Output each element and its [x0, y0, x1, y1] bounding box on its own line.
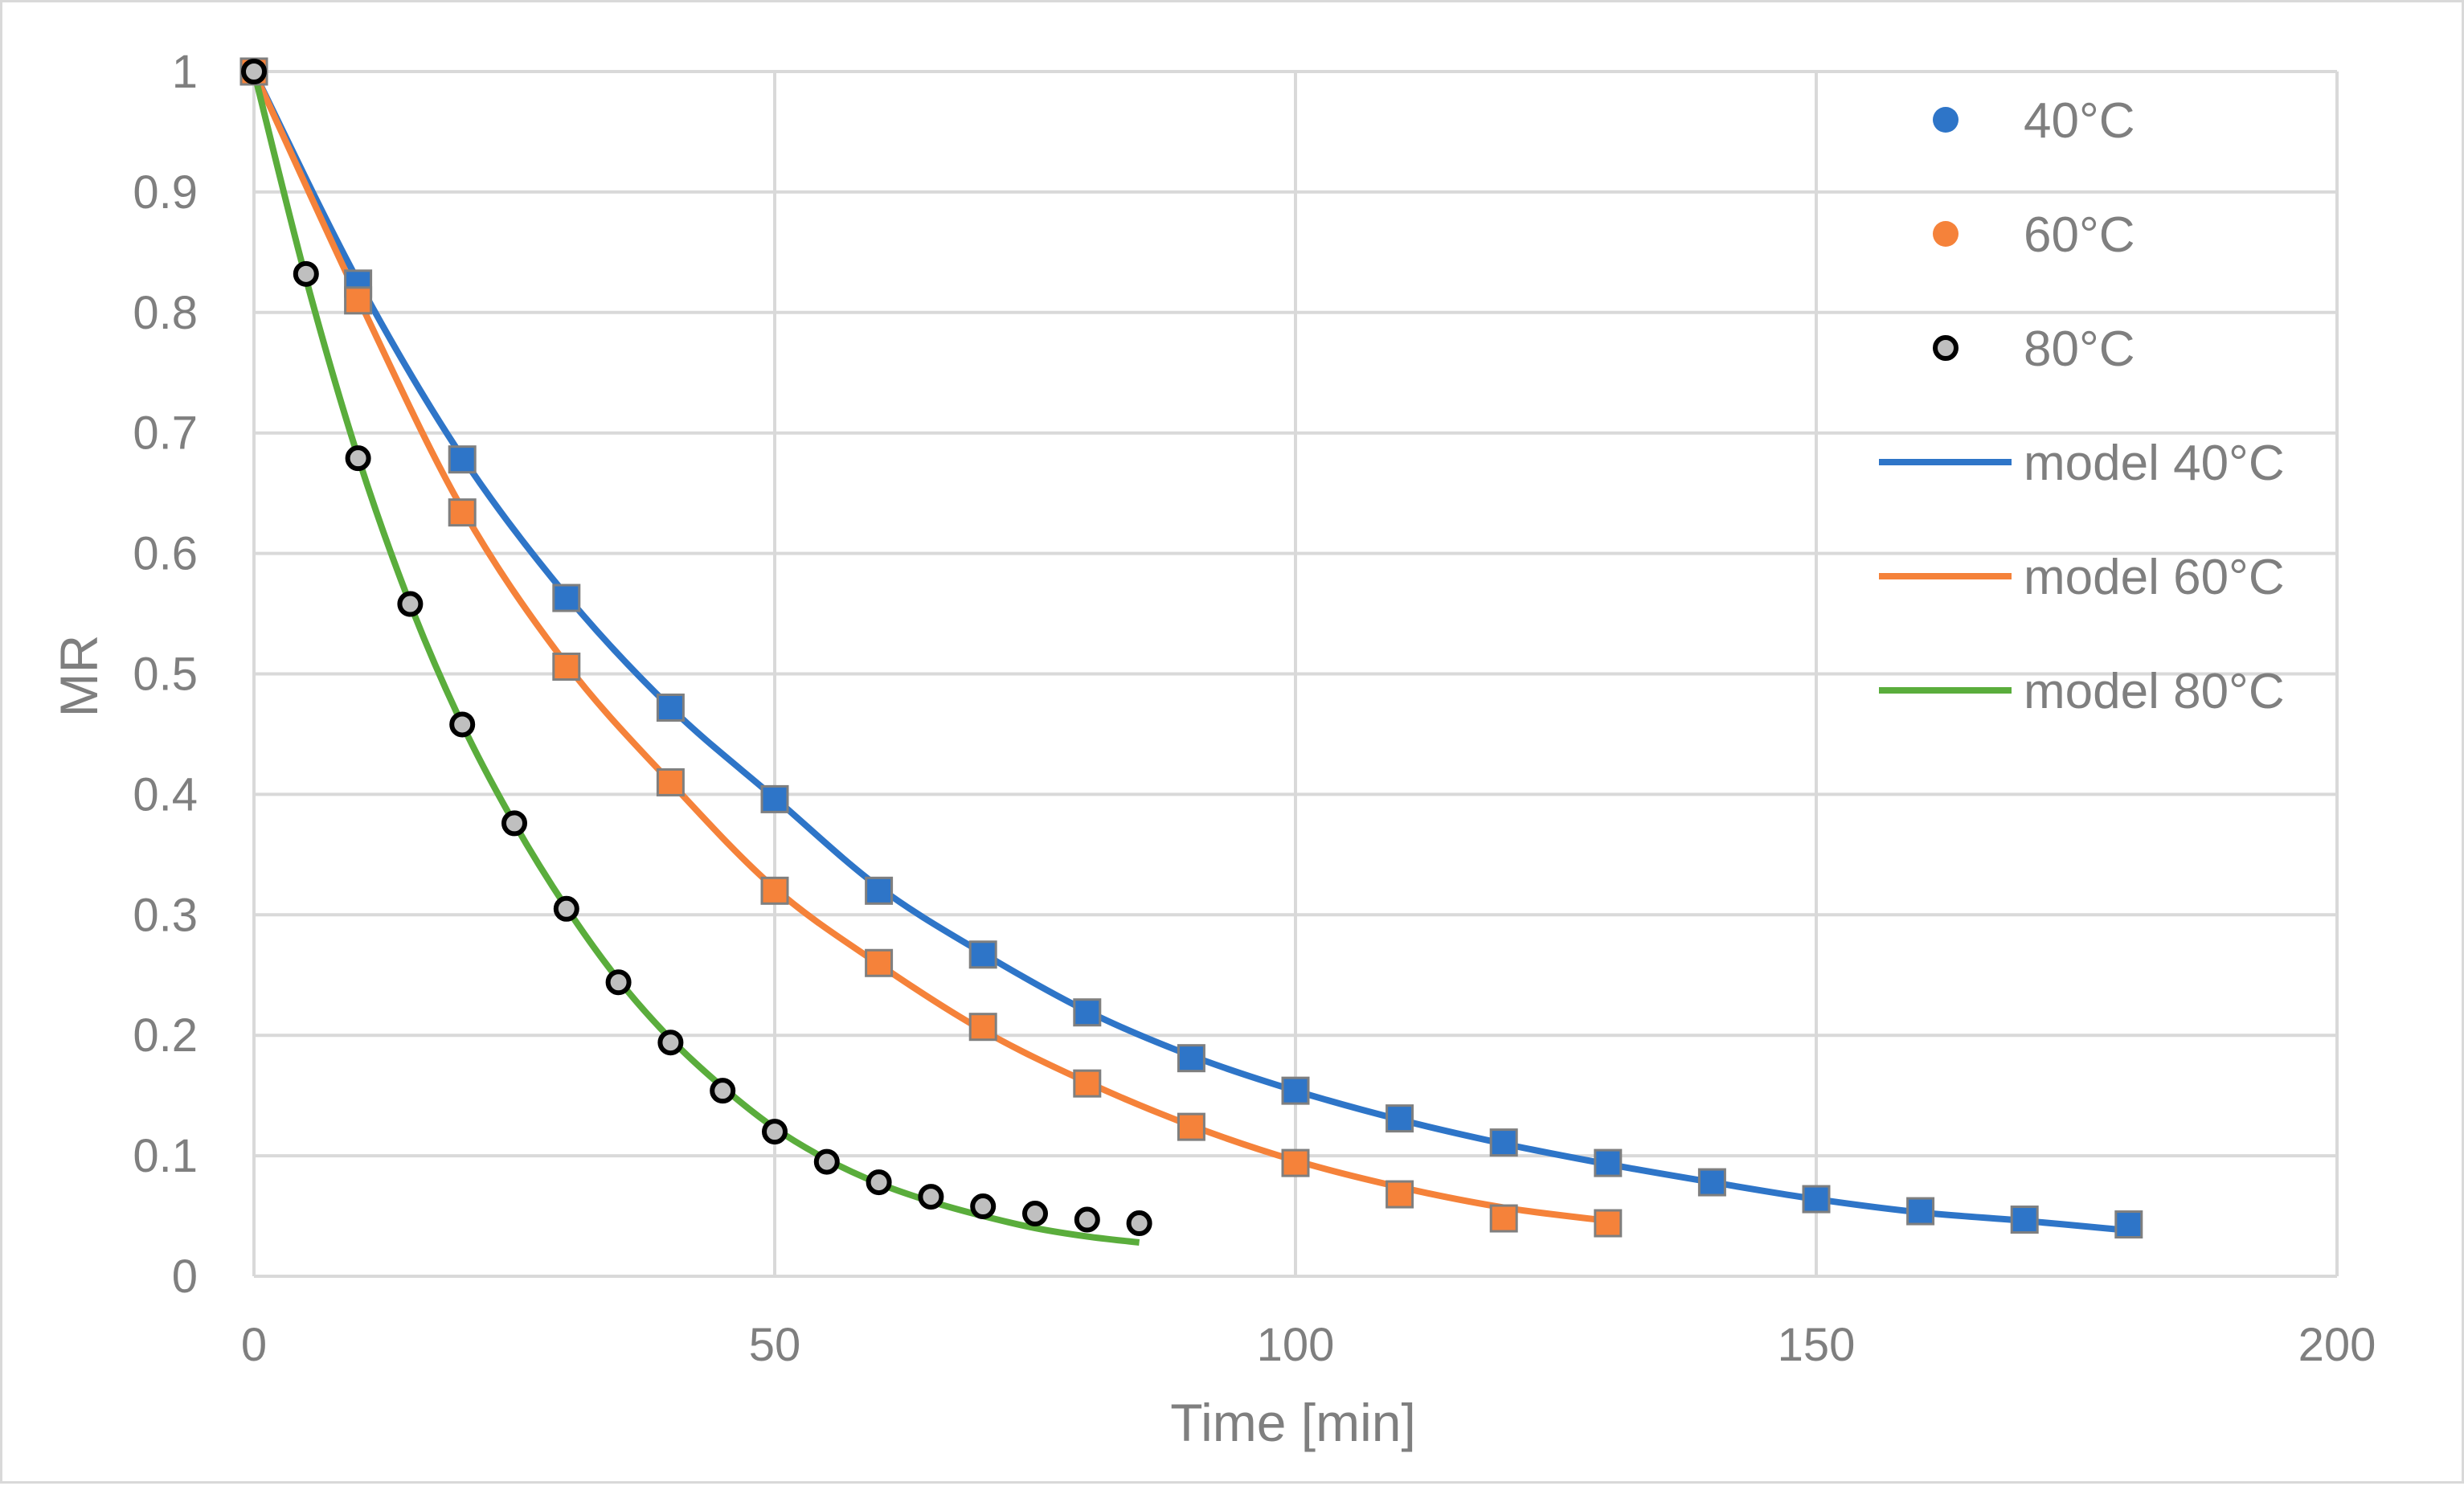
- legend-label-80c: 80°C: [2024, 321, 2135, 377]
- legend-label-60c: 60°C: [2024, 207, 2135, 263]
- data-point-80c: [1074, 1206, 1100, 1233]
- y-tick-label: 0.7: [133, 407, 198, 460]
- data-point-40c: [656, 693, 685, 722]
- y-tick-label: 1: [172, 46, 198, 98]
- data-point-60c: [448, 498, 477, 527]
- data-points: [239, 57, 2143, 1239]
- data-point-60c: [1594, 1209, 1623, 1238]
- data-point-40c: [1802, 1185, 1831, 1214]
- x-tick-label: 150: [1778, 1319, 1856, 1371]
- data-point-80c: [397, 591, 424, 617]
- y-axis-ticks: 0 0.1 0.2 0.3 0.4 0.5 0.6 0.7 0.8 0.9 1: [133, 46, 198, 1303]
- data-point-40c: [968, 940, 997, 969]
- data-point-40c: [1697, 1168, 1726, 1197]
- data-point-40c: [1385, 1104, 1414, 1133]
- y-axis-title: MR: [49, 635, 108, 718]
- data-point-80c: [918, 1184, 944, 1210]
- data-point-60c: [760, 876, 789, 905]
- legend-label-40c: 40°C: [2024, 93, 2135, 149]
- data-point-80c: [970, 1193, 997, 1220]
- data-point-80c: [657, 1030, 684, 1056]
- y-tick-label: 0.5: [133, 649, 198, 701]
- legend-label-model-80c: model 80°C: [2024, 664, 2285, 719]
- y-tick-label: 0.2: [133, 1009, 198, 1062]
- y-tick-label: 0.9: [133, 166, 198, 219]
- x-tick-label: 100: [1257, 1319, 1335, 1371]
- data-point-80c: [813, 1148, 840, 1175]
- legend-swatch-80c: [1933, 335, 1959, 361]
- x-tick-label: 0: [241, 1319, 267, 1371]
- data-point-40c: [1281, 1076, 1310, 1105]
- data-point-60c: [552, 653, 581, 682]
- y-tick-label: 0.1: [133, 1130, 198, 1182]
- data-point-80c: [553, 895, 579, 922]
- x-tick-label: 50: [749, 1319, 801, 1371]
- legend-swatch-60c: [1933, 221, 1959, 247]
- y-tick-label: 0.3: [133, 889, 198, 941]
- data-point-80c: [293, 260, 319, 287]
- data-point-80c: [1126, 1210, 1152, 1237]
- grid: [252, 70, 2339, 1278]
- data-point-40c: [1073, 998, 1102, 1027]
- data-point-40c: [1177, 1044, 1205, 1073]
- data-point-60c: [1489, 1204, 1518, 1233]
- y-tick-label: 0: [172, 1251, 198, 1303]
- data-point-40c: [1594, 1148, 1623, 1177]
- series-line-model-60c: [251, 70, 1609, 1225]
- data-point-60c: [1177, 1112, 1205, 1141]
- data-point-40c: [760, 784, 789, 813]
- legend-label-model-40c: model 40°C: [2024, 436, 2285, 491]
- data-point-60c: [865, 948, 894, 977]
- data-point-40c: [2010, 1206, 2039, 1234]
- data-point-80c: [605, 969, 632, 996]
- y-tick-label: 0.4: [133, 768, 198, 821]
- data-point-60c: [344, 286, 373, 315]
- data-point-60c: [656, 768, 685, 796]
- data-point-40c: [1489, 1128, 1518, 1157]
- data-point-80c: [1022, 1201, 1048, 1227]
- x-axis-ticks: 0 50 100 150 200: [241, 1319, 2376, 1371]
- x-axis-title: Time [min]: [1170, 1393, 1416, 1452]
- data-point-80c: [449, 711, 476, 738]
- data-point-40c: [552, 583, 581, 612]
- data-point-60c: [968, 1013, 997, 1042]
- data-point-40c: [2114, 1210, 2143, 1239]
- x-tick-label: 200: [2298, 1319, 2376, 1371]
- data-point-60c: [1073, 1069, 1102, 1098]
- series-line-model-40c: [251, 70, 2130, 1234]
- y-tick-label: 0.8: [133, 287, 198, 339]
- legend: 40°C 60°C 80°C model 40°C model 60°C model 80…: [1879, 93, 2285, 719]
- legend-label-model-60c: model 60°C: [2024, 550, 2285, 605]
- y-tick-label: 0.6: [133, 528, 198, 580]
- data-point-80c: [710, 1078, 736, 1104]
- data-point-40c: [865, 876, 894, 905]
- legend-swatch-40c: [1933, 107, 1959, 133]
- series-line-model-80c: [251, 71, 1140, 1247]
- data-point-80c: [866, 1169, 892, 1196]
- data-point-80c: [345, 445, 371, 472]
- data-point-60c: [1281, 1148, 1310, 1177]
- data-point-80c: [501, 810, 527, 837]
- data-point-60c: [1385, 1180, 1414, 1209]
- data-point-80c: [241, 59, 267, 84]
- data-point-40c: [448, 445, 477, 474]
- data-point-80c: [762, 1119, 788, 1145]
- data-point-40c: [1906, 1197, 1935, 1226]
